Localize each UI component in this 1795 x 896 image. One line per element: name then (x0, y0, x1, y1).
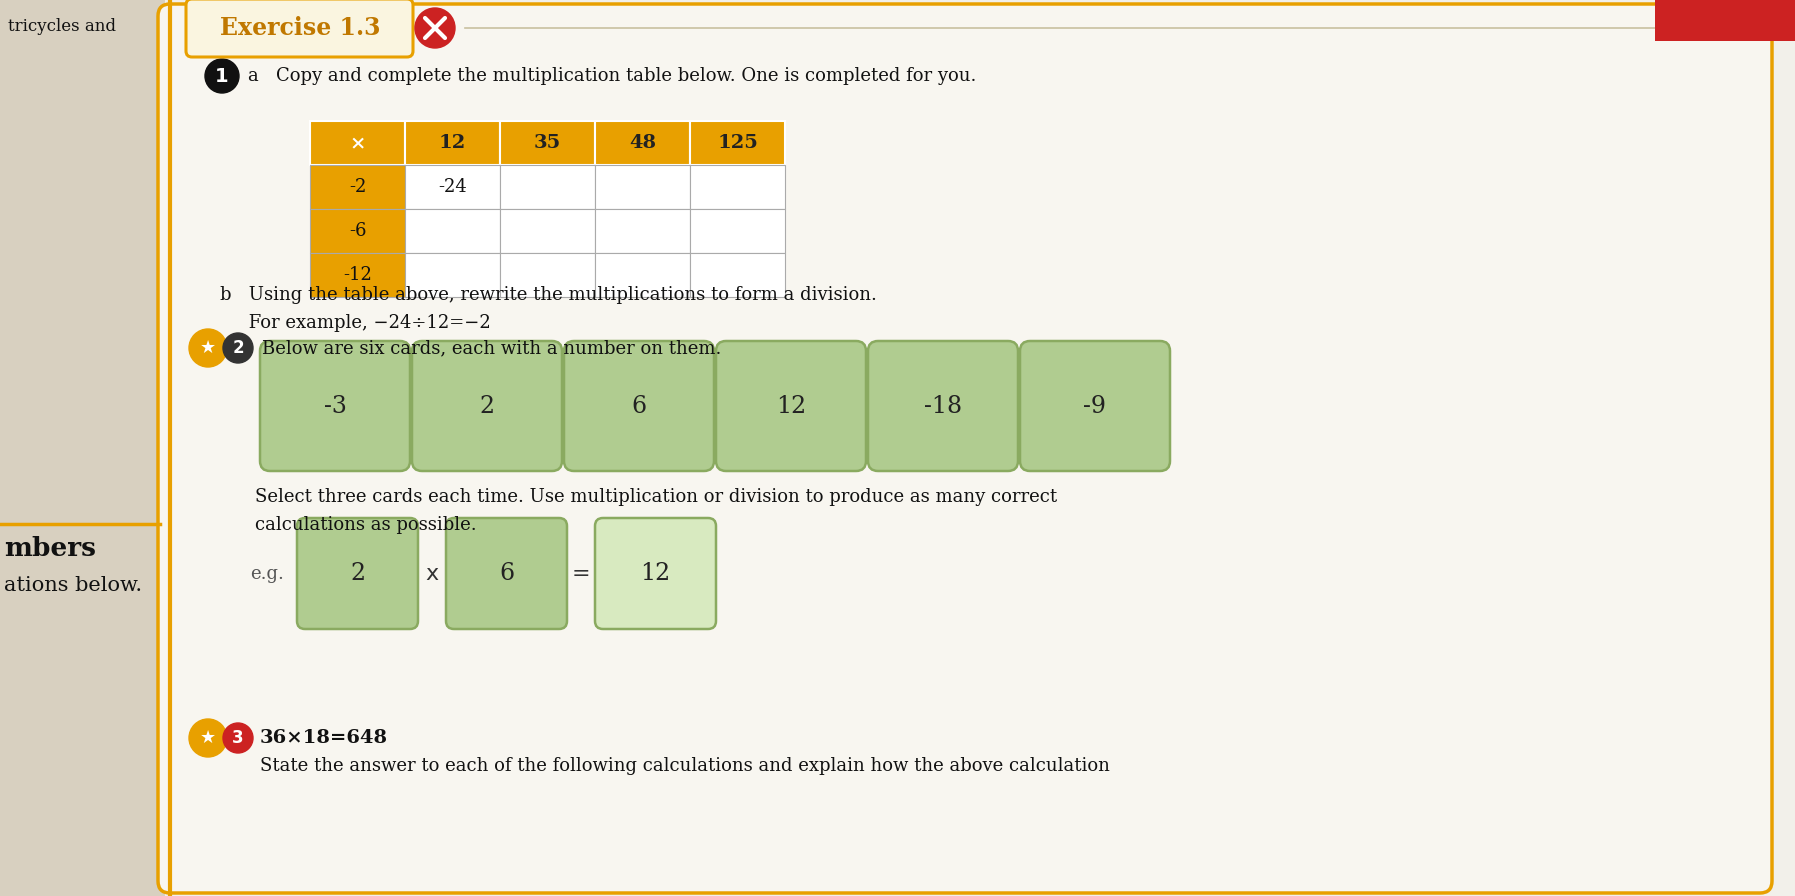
Text: -3: -3 (323, 394, 346, 418)
Text: x: x (425, 564, 438, 583)
FancyBboxPatch shape (158, 4, 1772, 893)
FancyBboxPatch shape (594, 121, 689, 165)
Circle shape (205, 59, 239, 93)
FancyBboxPatch shape (165, 0, 1795, 896)
Text: -12: -12 (343, 266, 372, 284)
FancyBboxPatch shape (406, 121, 501, 165)
FancyBboxPatch shape (311, 121, 406, 165)
Text: 12: 12 (438, 134, 467, 152)
FancyBboxPatch shape (0, 0, 160, 896)
Text: 12: 12 (775, 394, 806, 418)
Text: 2: 2 (350, 562, 364, 585)
Text: a   Copy and complete the multiplication table below. One is completed for you.: a Copy and complete the multiplication t… (248, 67, 976, 85)
Text: 2: 2 (479, 394, 495, 418)
Text: b   Using the table above, rewrite the multiplications to form a division.: b Using the table above, rewrite the mul… (221, 286, 878, 304)
Text: 2: 2 (232, 339, 244, 357)
Circle shape (223, 333, 253, 363)
FancyBboxPatch shape (187, 0, 413, 57)
FancyBboxPatch shape (594, 165, 689, 209)
FancyBboxPatch shape (296, 518, 418, 629)
Text: =: = (571, 564, 591, 583)
Text: e.g.: e.g. (250, 564, 284, 582)
FancyBboxPatch shape (311, 209, 406, 253)
FancyBboxPatch shape (406, 165, 501, 209)
FancyBboxPatch shape (311, 253, 406, 297)
Text: 35: 35 (533, 134, 562, 152)
FancyBboxPatch shape (1655, 0, 1795, 41)
FancyBboxPatch shape (501, 165, 594, 209)
Text: 125: 125 (716, 134, 757, 152)
FancyBboxPatch shape (689, 253, 784, 297)
FancyBboxPatch shape (445, 518, 567, 629)
FancyBboxPatch shape (311, 165, 406, 209)
FancyBboxPatch shape (689, 121, 784, 165)
Text: -2: -2 (348, 178, 366, 196)
Text: -6: -6 (348, 222, 366, 240)
Text: 36×18=648: 36×18=648 (260, 729, 388, 747)
Text: 12: 12 (641, 562, 671, 585)
FancyBboxPatch shape (869, 341, 1018, 471)
FancyBboxPatch shape (501, 121, 594, 165)
FancyBboxPatch shape (594, 518, 716, 629)
FancyBboxPatch shape (716, 341, 865, 471)
Text: ★: ★ (199, 729, 215, 747)
FancyBboxPatch shape (594, 253, 689, 297)
Text: -9: -9 (1084, 394, 1106, 418)
Text: -24: -24 (438, 178, 467, 196)
FancyBboxPatch shape (501, 253, 594, 297)
Text: tricycles and: tricycles and (7, 18, 117, 35)
Text: 6: 6 (632, 394, 646, 418)
Text: calculations as possible.: calculations as possible. (255, 516, 477, 534)
FancyBboxPatch shape (689, 209, 784, 253)
Text: ations below.: ations below. (4, 576, 142, 595)
Text: 48: 48 (628, 134, 655, 152)
FancyBboxPatch shape (501, 209, 594, 253)
Text: Select three cards each time. Use multiplication or division to produce as many : Select three cards each time. Use multip… (255, 488, 1057, 506)
Text: 1: 1 (215, 66, 228, 85)
Circle shape (415, 8, 454, 48)
FancyBboxPatch shape (1020, 341, 1170, 471)
Text: Exercise 1.3: Exercise 1.3 (219, 16, 381, 40)
FancyBboxPatch shape (406, 209, 501, 253)
FancyBboxPatch shape (413, 341, 562, 471)
FancyBboxPatch shape (406, 253, 501, 297)
Text: ×: × (350, 134, 366, 152)
Circle shape (223, 723, 253, 753)
FancyBboxPatch shape (260, 341, 409, 471)
Circle shape (188, 329, 226, 367)
FancyBboxPatch shape (594, 209, 689, 253)
Text: -18: -18 (924, 394, 962, 418)
Text: 3: 3 (232, 729, 244, 747)
Circle shape (188, 719, 226, 757)
FancyBboxPatch shape (689, 165, 784, 209)
FancyBboxPatch shape (564, 341, 714, 471)
Text: State the answer to each of the following calculations and explain how the above: State the answer to each of the followin… (260, 757, 1109, 775)
Text: mbers: mbers (4, 536, 95, 561)
Text: For example, −24÷12=−2: For example, −24÷12=−2 (221, 314, 490, 332)
Text: ★: ★ (199, 339, 215, 357)
Text: Below are six cards, each with a number on them.: Below are six cards, each with a number … (262, 339, 722, 357)
Text: 6: 6 (499, 562, 513, 585)
